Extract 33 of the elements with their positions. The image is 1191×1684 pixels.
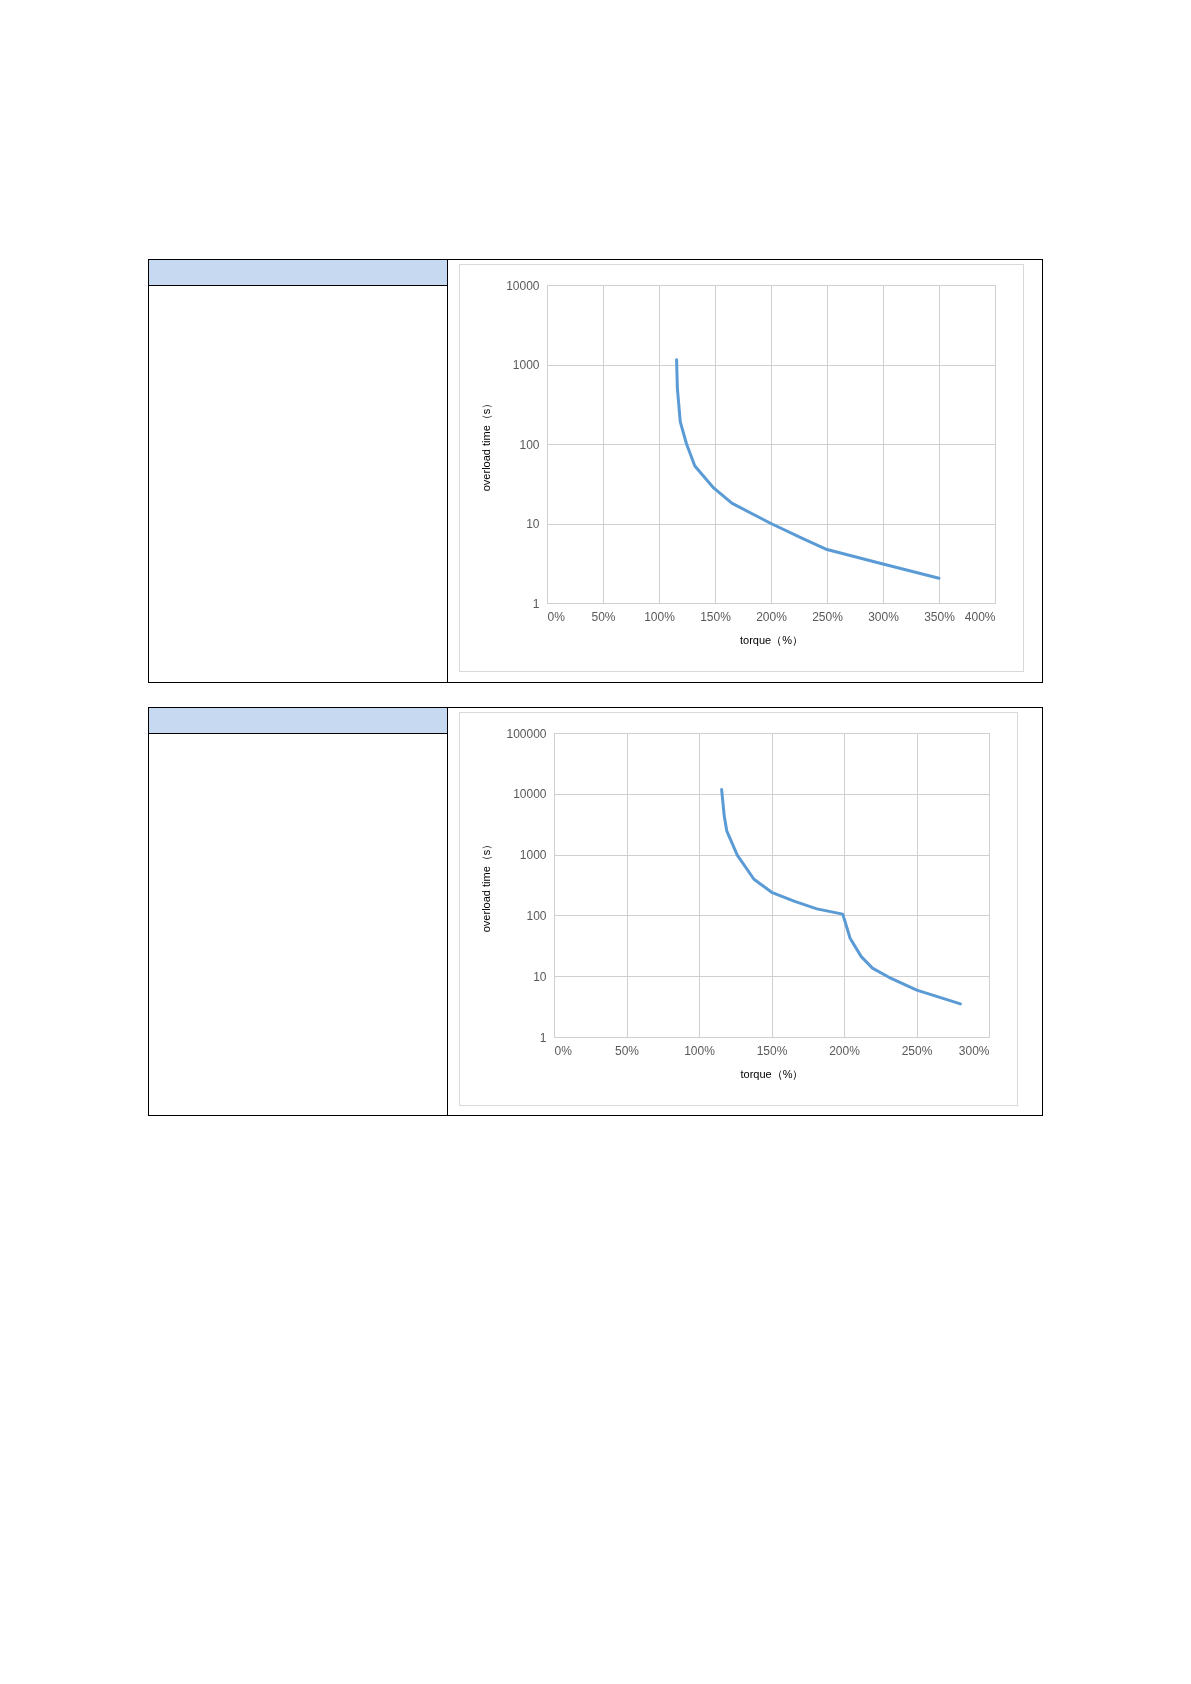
y-tick-label: 1 xyxy=(532,596,540,611)
y-axis-title: overload time（s） xyxy=(480,397,493,492)
x-tick-label: 400% xyxy=(964,609,996,624)
x-tick-label: 200% xyxy=(756,609,788,624)
x-tick-label: 150% xyxy=(700,609,732,624)
y-tick-label: 1000 xyxy=(519,848,547,863)
x-tick-label: 50% xyxy=(614,1043,640,1058)
x-tick-label: 50% xyxy=(591,609,616,624)
y-tick-label: 10 xyxy=(526,517,540,531)
x-tick-label: 150% xyxy=(756,1043,788,1058)
x-tick-label: 250% xyxy=(901,1043,933,1058)
line-series xyxy=(720,787,962,1006)
y-tick-label: 10000 xyxy=(513,787,547,802)
y-tick-label: 100000 xyxy=(506,726,547,741)
x-axis-title: torque（%） xyxy=(740,1067,804,1080)
x-tick-label: 100% xyxy=(644,609,676,624)
y-tick-label: 100 xyxy=(526,908,547,923)
line-series xyxy=(675,358,941,580)
x-axis-title: torque（%） xyxy=(740,633,803,646)
x-tick-label: 350% xyxy=(924,609,956,624)
x-tick-label: 0% xyxy=(547,609,566,624)
y-axis-title: overload time（s） xyxy=(480,838,493,933)
y-tick-label: 1000 xyxy=(512,358,540,372)
x-tick-label: 250% xyxy=(812,609,844,624)
y-tick-label: 10 xyxy=(533,969,547,984)
y-tick-label: 1 xyxy=(539,1030,547,1045)
x-tick-label: 300% xyxy=(958,1043,990,1058)
y-tick-label: 10000 xyxy=(506,278,540,293)
x-tick-label: 300% xyxy=(868,609,900,624)
x-tick-label: 0% xyxy=(554,1043,573,1058)
x-tick-label: 100% xyxy=(684,1043,716,1058)
y-tick-label: 100 xyxy=(519,437,540,452)
x-tick-label: 200% xyxy=(829,1043,861,1058)
